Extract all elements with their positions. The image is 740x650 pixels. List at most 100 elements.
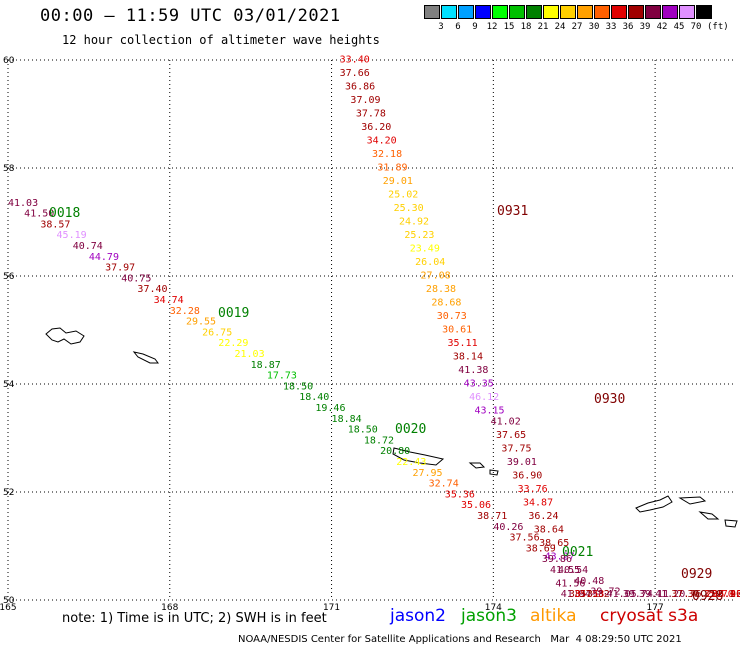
swh-value-label: 18.84 — [332, 414, 362, 425]
colorbar-tick-label: 42 — [656, 22, 668, 32]
swh-value-label: 26.04 — [415, 257, 445, 268]
satellite-legend-jason3: jason3 — [461, 606, 517, 626]
swh-value-label: 32.18 — [372, 149, 402, 160]
swh-value-label: 37.75 — [501, 444, 531, 455]
swh-value-label: 25.02 — [388, 190, 418, 201]
island-small-3 — [489, 469, 499, 476]
satellite-legend-altika: altika — [530, 606, 577, 626]
swh-value-label: 18.50 — [283, 381, 313, 392]
swh-value-label: 27.08 — [421, 271, 451, 282]
island-small-5 — [698, 511, 720, 520]
swh-value-label: 37.76 — [671, 589, 701, 600]
swh-value-label: 29.01 — [383, 176, 413, 187]
swh-value-label: 18.87 — [251, 360, 281, 371]
colorbar-swatch — [594, 5, 610, 19]
swh-value-label: 36.24 — [528, 511, 558, 522]
swh-value-label: 26.75 — [202, 327, 232, 338]
swh-value-label: 43.27 — [545, 552, 575, 563]
swh-value-label: 17.73 — [267, 371, 297, 382]
swh-value-label: 25.23 — [404, 230, 434, 241]
swh-value-label: 40.26 — [493, 522, 523, 533]
swh-value-label: 43.15 — [474, 406, 504, 417]
lat-tick-label: 60 — [3, 56, 15, 66]
colorbar-swatch — [509, 5, 525, 19]
swh-value-label: 40.54 — [558, 565, 588, 576]
colorbar-tick-label: 33 — [605, 22, 617, 32]
lon-tick-label: 177 — [647, 603, 664, 613]
swh-value-label: 34.20 — [367, 136, 397, 147]
swh-value-label: 39.11 — [639, 589, 669, 600]
swh-value-label: 37.32 — [580, 589, 610, 600]
track-time-label: 0928 — [692, 589, 723, 604]
swh-value-label: 41.55 — [550, 565, 580, 576]
track-time-label: 0021 — [562, 545, 593, 560]
track-time-label: 0931 — [497, 204, 528, 219]
swh-value-label: 30.61 — [442, 325, 472, 336]
swh-value-label: 36.20 — [361, 122, 391, 133]
map-grid — [7, 59, 736, 601]
footnote: note: 1) Time is in UTC; 2) SWH is in fe… — [62, 611, 327, 626]
lat-tick-label: 58 — [3, 164, 15, 174]
lat-tick-label: 56 — [3, 272, 15, 282]
swh-value-label: 39.86 — [542, 554, 572, 565]
swh-value-label: 20.80 — [380, 446, 410, 457]
swh-value-label: 38.57 — [40, 219, 70, 230]
colorbar-tick-label: 70 — [690, 22, 702, 32]
swh-value-label: 33.76 — [518, 484, 548, 495]
swh-value-label: 31.89 — [377, 163, 407, 174]
colorbar-swatch — [492, 5, 508, 19]
swh-value-label: 44.79 — [89, 252, 119, 263]
colorbar-tick-label: 21 — [537, 22, 549, 32]
satellite-legend-cryosat-s3a: cryosat s3a — [600, 606, 699, 626]
axis-tick-labels: 165 168 171 174 177 60 58 56 54 52 50 — [0, 56, 664, 613]
swh-value-label: 37.78 — [356, 109, 386, 120]
swh-value-label: 25.30 — [394, 203, 424, 214]
lon-tick-label: 174 — [485, 603, 502, 613]
swh-value-label: 33.40 — [340, 55, 370, 66]
swh-value-label: 36.90 — [512, 471, 542, 482]
swh-value-label: 41.05 — [607, 589, 637, 600]
swh-value-label: 38.64 — [534, 525, 564, 536]
colorbar-swatch — [611, 5, 627, 19]
map-title: 00:00 – 11:59 UTC 03/01/2021 — [40, 6, 341, 26]
colorbar-swatch — [458, 5, 474, 19]
swh-value-label: 28.68 — [431, 298, 461, 309]
coastline — [45, 327, 738, 528]
swh-value-label: 37.56 — [510, 533, 540, 544]
colorbar-tick-label: 6 — [455, 22, 461, 32]
swh-value-label: 39.01 — [507, 457, 537, 468]
swh-value-label: 18.50 — [348, 425, 378, 436]
swh-value-label: 22.43 — [396, 457, 426, 468]
colorbar-tick-label: 30 — [588, 22, 600, 32]
track-time-label: 0930 — [594, 392, 625, 407]
colorbar-tick-label: 9 — [472, 22, 478, 32]
colorbar-tick-label: 3 — [438, 22, 444, 32]
colorbar-swatch — [526, 5, 542, 19]
swh-value-label: 35.70 — [704, 589, 734, 600]
swh-value-label: 23.49 — [410, 244, 440, 255]
colorbar-tick-label: 15 — [503, 22, 515, 32]
island-cluster-1 — [392, 447, 445, 466]
lon-tick-label: 171 — [323, 603, 340, 613]
colorbar-tick-label: 27 — [571, 22, 583, 32]
swh-value-label: 37.65 — [496, 430, 526, 441]
swh-value-label: 34.74 — [154, 295, 184, 306]
lon-tick-label: 165 — [0, 603, 17, 613]
swh-value-label: 28.38 — [426, 284, 456, 295]
swh-value-label: 39.74 — [623, 589, 653, 600]
track-time-label: 0929 — [681, 567, 712, 582]
colorbar-swatch — [628, 5, 644, 19]
swh-value-label: 41.94 — [561, 589, 591, 600]
track-time-label: 0018 — [49, 206, 80, 221]
swh-value-label: 41.56 — [555, 579, 585, 590]
island-attu — [45, 327, 85, 345]
swh-value-label: 35.11 — [447, 338, 477, 349]
island-small-4 — [678, 496, 707, 505]
swh-value-label: 37.97 — [105, 263, 135, 274]
swh-value-label: 34.87 — [523, 498, 553, 509]
island-small-1 — [132, 351, 159, 364]
credit-line: NOAA/NESDIS Center for Satellite Applica… — [238, 634, 682, 645]
swh-value-label: 46.12 — [469, 392, 499, 403]
swh-value-label: 18.40 — [299, 392, 329, 403]
satellite-legend-jason2: jason2 — [390, 606, 446, 626]
